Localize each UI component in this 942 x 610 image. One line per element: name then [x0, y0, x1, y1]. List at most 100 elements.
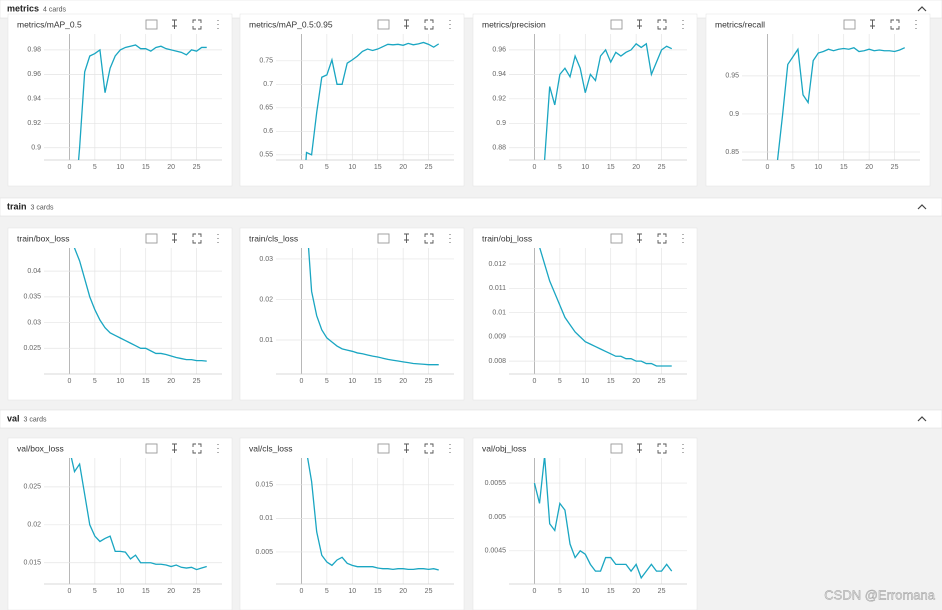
toggle-log-icon[interactable] — [610, 233, 623, 244]
y-tick-label: 0.005 — [488, 514, 506, 521]
x-tick-label: 5 — [791, 164, 795, 171]
fullscreen-icon[interactable] — [192, 443, 202, 454]
pin-icon[interactable] — [404, 233, 409, 243]
card-icons — [843, 19, 917, 30]
x-tick-label: 5 — [93, 588, 97, 595]
y-tick-label: 0.035 — [23, 294, 41, 301]
card-icons — [377, 443, 451, 454]
y-tick-label: 0.015 — [255, 482, 273, 489]
toggle-log-icon[interactable] — [377, 19, 390, 30]
x-tick-label: 15 — [142, 164, 150, 171]
y-tick-label: 0.7 — [263, 81, 273, 88]
x-tick-label: 20 — [167, 164, 175, 171]
series-line — [73, 248, 207, 362]
fullscreen-icon[interactable] — [192, 233, 202, 244]
y-tick-label: 0.009 — [488, 334, 506, 341]
pin-icon[interactable] — [404, 19, 409, 29]
x-tick-label: 15 — [374, 378, 382, 385]
fullscreen-icon[interactable] — [424, 443, 434, 454]
fullscreen-icon[interactable] — [424, 19, 434, 30]
x-tick-label: 25 — [425, 588, 433, 595]
x-tick-label: 20 — [865, 164, 873, 171]
card: train/cls_loss 0 5 10 15 20 25 0.01 0.02 0.03 — [239, 227, 465, 401]
x-tick-label: 0 — [299, 378, 303, 385]
card: train/box_loss 0 5 10 15 20 25 0.025 0.03 0.035 0.… — [7, 227, 233, 401]
x-tick-label: 0 — [299, 588, 303, 595]
card: metrics/recall 0 5 10 15 20 25 0.85 0.9 0.95 — [705, 13, 931, 187]
x-tick-label: 25 — [425, 378, 433, 385]
pin-icon[interactable] — [637, 443, 642, 453]
toggle-log-icon[interactable] — [145, 443, 158, 454]
card-title: metrics/recall — [715, 19, 765, 29]
x-tick-label: 10 — [116, 588, 124, 595]
section-title: val — [7, 413, 20, 423]
card-icons — [377, 19, 451, 30]
toggle-log-icon[interactable] — [610, 443, 623, 454]
toggle-log-icon[interactable] — [377, 233, 390, 244]
collapse-button[interactable] — [917, 416, 927, 422]
x-tick-label: 5 — [558, 588, 562, 595]
x-tick-label: 5 — [558, 164, 562, 171]
card-title: metrics/mAP_0.5 — [17, 19, 82, 29]
y-tick-label: 0.02 — [27, 522, 41, 529]
x-tick-label: 10 — [581, 164, 589, 171]
card-icons — [610, 443, 684, 454]
toggle-log-icon[interactable] — [145, 233, 158, 244]
x-tick-label: 10 — [116, 378, 124, 385]
x-tick-label: 25 — [425, 164, 433, 171]
x-tick-label: 5 — [325, 164, 329, 171]
pin-icon[interactable] — [637, 19, 642, 29]
section-title: train — [7, 201, 27, 211]
card-icons — [610, 233, 684, 244]
pin-icon[interactable] — [172, 233, 177, 243]
fullscreen-icon[interactable] — [192, 19, 202, 30]
x-tick-label: 0 — [765, 164, 769, 171]
y-tick-label: 0.0055 — [485, 480, 507, 487]
y-tick-label: 0.025 — [23, 345, 41, 352]
fullscreen-icon[interactable] — [890, 19, 900, 30]
collapse-button[interactable] — [917, 204, 927, 210]
x-tick-label: 20 — [632, 378, 640, 385]
card: val/cls_loss 0 5 10 15 20 25 0.005 0.01 0.015 — [239, 437, 465, 610]
y-tick-label: 0.02 — [259, 296, 273, 303]
x-tick-label: 0 — [67, 378, 71, 385]
y-tick-label: 0.55 — [259, 152, 273, 159]
y-tick-label: 0.92 — [27, 120, 41, 127]
series-line — [77, 44, 207, 160]
pin-icon[interactable] — [870, 19, 875, 29]
y-tick-label: 0.94 — [27, 96, 41, 103]
series-line — [539, 248, 672, 367]
x-tick-label: 10 — [581, 588, 589, 595]
collapse-button[interactable] — [917, 6, 927, 12]
pin-icon[interactable] — [637, 233, 642, 243]
x-tick-label: 20 — [399, 588, 407, 595]
y-tick-label: 0.008 — [488, 358, 506, 365]
pin-icon[interactable] — [172, 443, 177, 453]
toggle-log-icon[interactable] — [843, 19, 856, 30]
y-tick-label: 0.92 — [492, 96, 506, 103]
series-line — [543, 42, 673, 160]
series-line — [306, 458, 439, 571]
y-tick-label: 0.85 — [725, 149, 739, 156]
toggle-log-icon[interactable] — [145, 19, 158, 30]
section-title: metrics — [7, 3, 39, 13]
y-tick-label: 0.65 — [259, 105, 273, 112]
fullscreen-icon[interactable] — [424, 233, 434, 244]
pin-icon[interactable] — [172, 19, 177, 29]
fullscreen-icon[interactable] — [657, 443, 667, 454]
card-title: val/box_loss — [17, 443, 64, 453]
toggle-log-icon[interactable] — [377, 443, 390, 454]
y-tick-label: 0.6 — [263, 128, 273, 135]
card: train/obj_loss 0 5 10 15 20 25 0.008 0.009 0.01 0.… — [472, 227, 698, 401]
x-tick-label: 0 — [532, 378, 536, 385]
pin-icon[interactable] — [404, 443, 409, 453]
fullscreen-icon[interactable] — [657, 233, 667, 244]
y-tick-label: 0.04 — [27, 268, 41, 275]
fullscreen-icon[interactable] — [657, 19, 667, 30]
y-tick-label: 0.98 — [27, 47, 41, 54]
card-title: metrics/precision — [482, 19, 546, 29]
card: metrics/mAP_0.5 0 5 10 15 20 25 0.9 0.92 0.94 0.96… — [7, 13, 233, 187]
card: val/box_loss 0 5 10 15 20 25 0.015 0.02 0.025 — [7, 437, 233, 610]
toggle-log-icon[interactable] — [610, 19, 623, 30]
